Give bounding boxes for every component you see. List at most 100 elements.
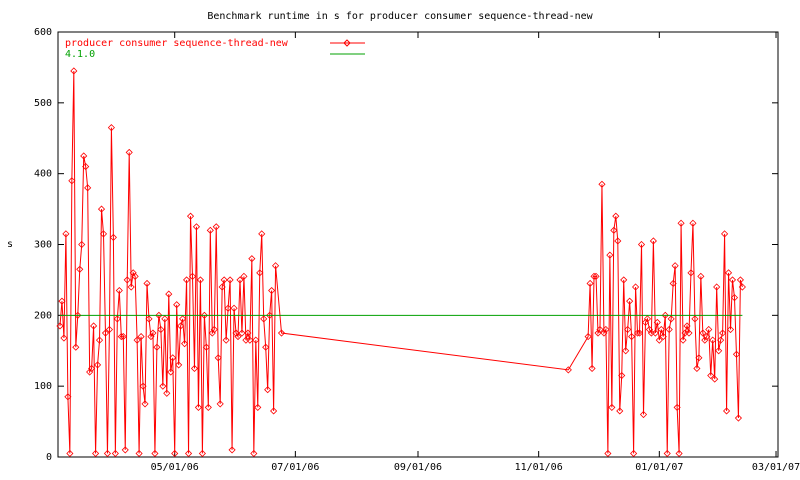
point-marker <box>155 311 163 319</box>
point-marker <box>689 219 697 227</box>
point-marker <box>663 449 671 458</box>
point-marker <box>622 347 630 355</box>
point-marker <box>705 325 713 334</box>
point-marker <box>248 255 256 263</box>
point-marker <box>153 343 161 351</box>
point-marker <box>240 272 248 280</box>
point-marker <box>685 329 693 337</box>
point-marker <box>62 230 70 238</box>
y-tick-label: 500 <box>34 98 52 109</box>
point-marker <box>165 290 173 298</box>
point-marker <box>665 325 673 334</box>
point-marker <box>74 311 82 319</box>
point-marker <box>683 322 691 330</box>
point-marker <box>133 336 141 344</box>
point-marker <box>92 449 100 458</box>
point-marker <box>167 368 175 376</box>
point-marker <box>196 276 204 284</box>
point-marker <box>163 389 171 397</box>
point-marker <box>198 449 206 458</box>
point-marker <box>254 403 262 411</box>
point-marker <box>256 269 264 277</box>
point-marker <box>145 315 153 323</box>
point-marker <box>639 410 648 419</box>
point-marker <box>238 329 246 337</box>
point-marker <box>125 148 133 156</box>
point-marker <box>70 67 78 75</box>
point-marker <box>95 336 104 344</box>
point-marker <box>616 407 624 415</box>
point-marker <box>139 382 147 390</box>
point-marker <box>626 297 634 305</box>
point-marker <box>119 333 127 341</box>
point-marker <box>717 336 725 344</box>
point-marker <box>202 343 210 351</box>
point-marker <box>715 347 723 355</box>
point-marker <box>107 124 115 132</box>
point-marker <box>703 333 711 341</box>
point-marker <box>228 446 236 454</box>
point-marker <box>659 333 667 341</box>
point-marker <box>76 265 84 273</box>
point-marker <box>88 364 96 373</box>
point-marker <box>277 329 286 337</box>
point-marker <box>252 336 260 344</box>
point-marker <box>93 361 102 369</box>
point-marker <box>632 283 640 291</box>
point-marker <box>693 364 701 373</box>
point-marker <box>590 272 598 280</box>
point-marker <box>637 240 646 249</box>
point-marker <box>234 333 242 341</box>
point-marker <box>68 177 76 185</box>
point-marker <box>179 315 187 323</box>
point-marker <box>90 322 98 330</box>
point-marker <box>109 233 117 241</box>
point-marker <box>224 304 232 312</box>
point-marker <box>127 283 135 291</box>
chart-title: Benchmark runtime in s for producer cons… <box>207 11 593 22</box>
point-marker <box>586 279 594 288</box>
point-marker <box>726 325 735 334</box>
point-marker <box>268 286 276 295</box>
point-marker <box>236 276 244 284</box>
point-marker <box>97 205 106 213</box>
point-marker <box>212 223 220 231</box>
point-marker <box>244 329 252 337</box>
point-marker <box>699 329 707 337</box>
point-marker <box>220 276 228 284</box>
point-marker <box>66 449 74 458</box>
point-marker <box>604 449 612 458</box>
point-marker <box>80 152 88 160</box>
point-marker <box>101 329 110 337</box>
point-marker <box>218 283 226 291</box>
point-marker <box>724 269 733 277</box>
point-marker <box>620 276 628 284</box>
y-tick-label: 100 <box>34 381 52 392</box>
legend-label: producer consumer sequence-thread-new <box>65 38 289 49</box>
x-tick-label: 09/01/06 <box>394 462 442 473</box>
point-marker <box>588 364 596 373</box>
point-marker <box>188 272 197 280</box>
x-tick-label: 11/01/06 <box>515 462 563 473</box>
point-marker <box>161 315 169 323</box>
point-marker <box>651 329 659 337</box>
point-marker <box>204 403 212 411</box>
point-marker <box>679 336 687 344</box>
point-marker <box>175 361 183 369</box>
point-marker <box>190 364 199 373</box>
point-marker <box>628 333 636 341</box>
series-line <box>59 70 743 454</box>
point-marker <box>596 325 604 334</box>
point-marker <box>661 311 669 319</box>
point-marker <box>608 403 616 411</box>
plot-frame <box>57 31 779 458</box>
point-marker <box>723 407 731 415</box>
point-marker <box>624 325 632 334</box>
point-marker <box>171 449 179 458</box>
point-marker <box>135 449 143 458</box>
point-marker <box>584 333 592 341</box>
point-marker <box>99 230 108 238</box>
point-marker <box>246 336 254 344</box>
point-marker <box>635 329 644 337</box>
